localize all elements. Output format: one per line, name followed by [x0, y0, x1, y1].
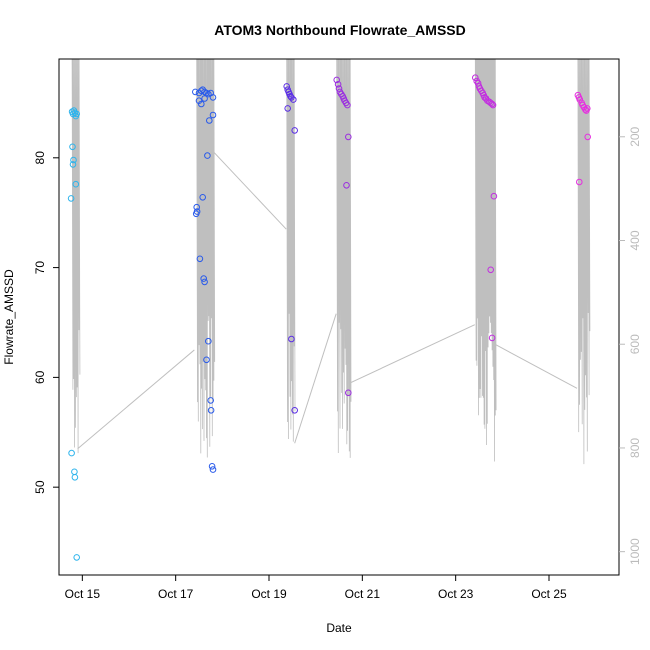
x-axis-label: Date	[326, 621, 352, 635]
x-tick-label: Oct 23	[438, 587, 474, 601]
x-tick-label: Oct 17	[158, 587, 194, 601]
data-point-s5-1	[472, 74, 479, 81]
data-point-s1-15	[73, 554, 80, 561]
data-point-s1-10	[72, 180, 80, 188]
data-point-s2-14	[209, 111, 217, 119]
data-point-s5-14	[488, 100, 496, 108]
data-point-s6-11	[576, 178, 583, 186]
y-tick-label: 80	[33, 151, 47, 165]
data-point-s4-11	[345, 133, 352, 141]
x-tick-label: Oct 15	[65, 587, 101, 601]
flow-spike-cluster-4	[336, 58, 352, 458]
data-point-s6-3	[576, 96, 584, 103]
data-point-s1-6	[73, 110, 80, 118]
data-point-s4-3	[335, 85, 343, 92]
data-point-s1-11	[67, 195, 75, 202]
data-point-s1-7	[69, 143, 76, 151]
x-axis: Oct 15 Oct 17 Oct 19 Oct 21 Oct 23 Oct 25	[65, 575, 567, 601]
data-point-s2-9	[209, 94, 217, 101]
data-point-s2-28	[209, 466, 217, 473]
data-point-s3-9	[291, 127, 299, 134]
data-point-s2-24	[203, 356, 210, 364]
y2-tick-label: 800	[628, 438, 642, 458]
data-point-s4-1	[333, 76, 341, 84]
data-point-s5-16	[490, 192, 498, 200]
line-series-layer	[71, 58, 591, 465]
chart-title: ATOM3 Northbound Flowrate_AMSSD	[214, 22, 465, 38]
flow-spike-cluster-5	[474, 58, 497, 462]
data-point-s2-19	[192, 210, 200, 218]
data-point-s3-11	[291, 407, 299, 414]
flow-spike-cluster-3	[286, 58, 296, 442]
flow-connector-1	[77, 349, 195, 450]
data-point-s2-21	[200, 275, 207, 282]
data-point-s2-27	[208, 463, 216, 470]
data-point-s5-18	[488, 334, 496, 342]
flow-connector-3	[294, 313, 337, 444]
y2-tick-label: 600	[628, 334, 642, 354]
data-point-s4-10	[344, 101, 351, 109]
plot-frame	[58, 58, 620, 576]
data-point-s6-9	[584, 105, 591, 112]
data-point-s1-9	[69, 161, 77, 168]
data-point-s2-15	[204, 152, 211, 159]
data-point-s1-13	[71, 468, 78, 476]
data-point-s5-17	[487, 266, 495, 274]
data-point-s1-8	[70, 156, 77, 164]
data-point-s2-25	[207, 397, 214, 404]
data-point-s6-10	[584, 133, 592, 141]
data-point-s4-13	[345, 389, 352, 397]
y2-tick-label: 200	[628, 126, 642, 146]
data-point-s2-11	[198, 100, 205, 108]
data-point-s3-10	[288, 335, 295, 343]
data-point-s2-20	[196, 255, 204, 263]
flow-connector-4	[349, 324, 476, 384]
data-point-s2-16	[199, 194, 206, 201]
x-tick-label: Oct 21	[345, 587, 381, 601]
data-point-s2-12	[201, 95, 208, 102]
flow-spike-cluster-6	[577, 58, 591, 465]
points-layer	[67, 74, 592, 561]
data-point-s2-17	[193, 203, 200, 211]
y2-tick-label: 400	[628, 230, 642, 250]
flow-connector-2	[213, 151, 287, 230]
data-point-s2-13	[206, 117, 213, 124]
y-tick-label: 50	[33, 480, 47, 494]
data-point-s1-12	[68, 449, 75, 457]
data-point-s4-12	[343, 182, 350, 189]
x-tick-label: Oct 19	[251, 587, 287, 601]
data-point-s2-22	[201, 278, 208, 286]
secondary-y-axis: 200 400 600 800 1000	[619, 126, 642, 565]
y-tick-label: 60	[33, 370, 47, 384]
flow-spike-cluster-1	[71, 58, 81, 454]
flow-spike-cluster-2	[196, 58, 216, 458]
y2-tick-label: 1000	[628, 538, 642, 565]
data-point-s3-8	[284, 105, 292, 112]
data-point-s3-7	[290, 96, 297, 103]
data-point-s1-14	[71, 474, 79, 481]
y-tick-label: 70	[33, 261, 47, 275]
data-point-s5-15	[489, 101, 497, 109]
y-axis-label: Flowrate_AMSSD	[2, 269, 16, 365]
data-point-s2-23	[205, 337, 212, 345]
data-point-s4-2	[334, 81, 342, 88]
flow-connector-5	[495, 344, 578, 389]
data-point-s2-26	[207, 407, 215, 414]
data-point-s3-1	[283, 83, 291, 90]
x-tick-label: Oct 25	[531, 587, 567, 601]
y-axis: 50 60 70 80	[33, 151, 59, 494]
data-point-s2-1	[192, 88, 199, 96]
